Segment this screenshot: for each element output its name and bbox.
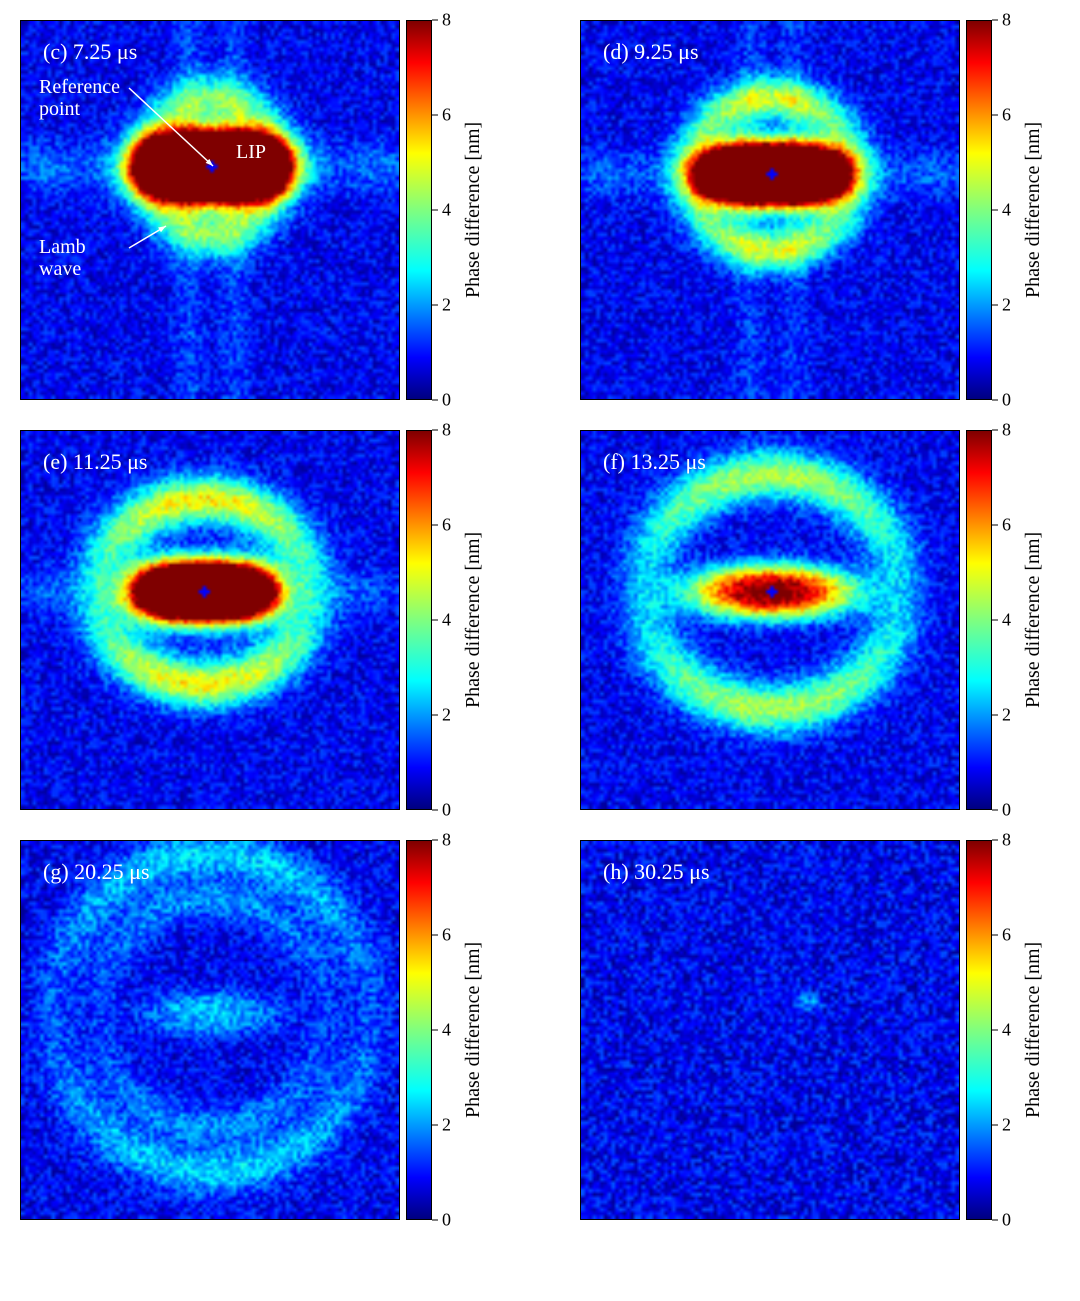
colorbar-tick: 4 <box>992 200 1011 221</box>
colorbar-tick: 2 <box>992 1115 1011 1136</box>
colorbar-tick: 8 <box>432 420 451 441</box>
panel-d: (d) 9.25 μs02468Phase difference [nm] <box>580 20 1060 400</box>
colorbar-tick: 6 <box>992 515 1011 536</box>
panel-g: (g) 20.25 μs02468Phase difference [nm] <box>20 840 500 1220</box>
colorbar-label: Phase difference [nm] <box>1020 840 1047 1220</box>
colorbar-tick: 2 <box>432 705 451 726</box>
panel-h: (h) 30.25 μs02468Phase difference [nm] <box>580 840 1060 1220</box>
colorbar-label: Phase difference [nm] <box>1020 20 1047 400</box>
colorbar-ticks: 02468 <box>992 840 1020 1220</box>
colorbar-tick: 8 <box>992 10 1011 31</box>
colorbar-g: 02468Phase difference [nm] <box>406 840 487 1220</box>
panel-c: (c) 7.25 μsReferencepointLIPLambwave0246… <box>20 20 500 400</box>
annotation-text: LIP <box>236 141 266 163</box>
colorbar-tick: 0 <box>432 800 451 821</box>
colorbar-tick: 6 <box>432 515 451 536</box>
colorbar-tick: 6 <box>992 925 1011 946</box>
panel-label-f: (f) 13.25 μs <box>603 449 706 475</box>
heatmap-d: (d) 9.25 μs <box>580 20 960 400</box>
colorbar-tick: 2 <box>432 1115 451 1136</box>
colorbar-gradient <box>966 840 992 1220</box>
annotation-text: Referencepoint <box>39 76 120 120</box>
colorbar-gradient <box>406 430 432 810</box>
colorbar-label: Phase difference [nm] <box>460 840 487 1220</box>
colorbar-label: Phase difference [nm] <box>460 20 487 400</box>
colorbar-tick: 4 <box>992 1020 1011 1041</box>
colorbar-tick: 0 <box>432 390 451 411</box>
panel-label-e: (e) 11.25 μs <box>43 449 147 475</box>
panel-label-h: (h) 30.25 μs <box>603 859 710 885</box>
colorbar-gradient <box>406 840 432 1220</box>
colorbar-tick: 8 <box>432 10 451 31</box>
colorbar-tick: 0 <box>992 1210 1011 1231</box>
annotation-text: Lambwave <box>39 236 86 280</box>
colorbar-tick: 8 <box>992 420 1011 441</box>
panel-label-c: (c) 7.25 μs <box>43 39 137 65</box>
colorbar-gradient <box>406 20 432 400</box>
heatmap-h: (h) 30.25 μs <box>580 840 960 1220</box>
colorbar-tick: 6 <box>992 105 1011 126</box>
colorbar-f: 02468Phase difference [nm] <box>966 430 1047 810</box>
figure-grid: (c) 7.25 μs Referencepoint LIP Lambwave 0 2 4 6… <box>20 20 1060 1220</box>
colorbar-ticks: 02468 <box>432 20 460 400</box>
colorbar-tick: 0 <box>432 1210 451 1231</box>
colorbar-label: Phase difference [nm] <box>1020 430 1047 810</box>
colorbar-tick: 2 <box>992 705 1011 726</box>
colorbar-ticks: 02468 <box>992 20 1020 400</box>
colorbar-tick: 6 <box>432 105 451 126</box>
colorbar-tick: 2 <box>992 295 1011 316</box>
colorbar-e: 02468Phase difference [nm] <box>406 430 487 810</box>
colorbar-label: Phase difference [nm] <box>460 430 487 810</box>
colorbar-tick: 4 <box>432 200 451 221</box>
panel-label-g: (g) 20.25 μs <box>43 859 150 885</box>
colorbar-d: 02468Phase difference [nm] <box>966 20 1047 400</box>
colorbar-tick: 4 <box>432 1020 451 1041</box>
colorbar-c: 02468Phase difference [nm] <box>406 20 487 400</box>
colorbar-tick: 0 <box>992 390 1011 411</box>
colorbar-h: 02468Phase difference [nm] <box>966 840 1047 1220</box>
heatmap-c: (c) 7.25 μs Referencepoint LIP Lambwave <box>20 20 400 400</box>
panel-f: (f) 13.25 μs02468Phase difference [nm] <box>580 430 1060 810</box>
colorbar-gradient <box>966 20 992 400</box>
heatmap-e: (e) 11.25 μs <box>20 430 400 810</box>
heatmap-f: (f) 13.25 μs <box>580 430 960 810</box>
colorbar-tick: 6 <box>432 925 451 946</box>
colorbar-tick: 8 <box>992 830 1011 851</box>
colorbar-tick: 8 <box>432 830 451 851</box>
colorbar-tick: 2 <box>432 295 451 316</box>
colorbar-ticks: 02468 <box>432 430 460 810</box>
colorbar-tick: 4 <box>992 610 1011 631</box>
panel-label-d: (d) 9.25 μs <box>603 39 699 65</box>
panel-e: (e) 11.25 μs02468Phase difference [nm] <box>20 430 500 810</box>
colorbar-ticks: 02468 <box>992 430 1020 810</box>
colorbar-gradient <box>966 430 992 810</box>
colorbar-ticks: 02468 <box>432 840 460 1220</box>
heatmap-g: (g) 20.25 μs <box>20 840 400 1220</box>
colorbar-tick: 4 <box>432 610 451 631</box>
colorbar-tick: 0 <box>992 800 1011 821</box>
